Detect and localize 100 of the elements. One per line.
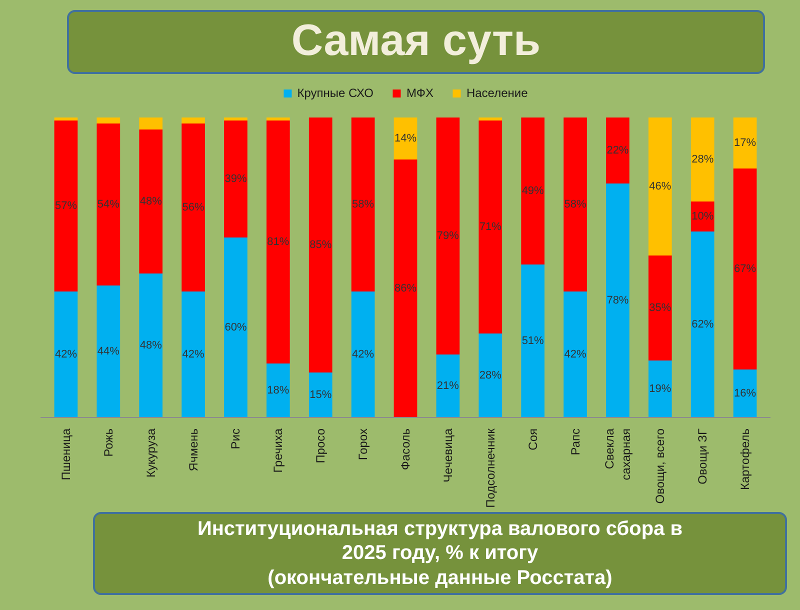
data-label: 16%: [734, 388, 756, 400]
x-tick-label: Овощи, всего: [653, 428, 668, 504]
data-label: 86%: [394, 282, 417, 294]
bar: [266, 120, 290, 364]
bar: [224, 120, 248, 238]
x-tick-label: Фасоль: [398, 428, 412, 470]
data-label: 28%: [692, 154, 714, 166]
bar: [521, 264, 544, 418]
bar: [690, 118, 714, 202]
data-label: 85%: [310, 239, 332, 251]
bar: [96, 286, 120, 418]
bar: [139, 130, 163, 274]
bar: [224, 118, 248, 120]
data-label: 28%: [479, 370, 502, 382]
bar: [139, 274, 163, 418]
data-label: 21%: [436, 380, 460, 392]
bar: [478, 118, 502, 120]
bar: [564, 118, 587, 292]
bar: [606, 184, 630, 418]
x-tick-label: Рис: [228, 428, 243, 450]
data-label: 60%: [224, 322, 247, 334]
data-label: 46%: [649, 180, 672, 192]
bar: [351, 292, 375, 418]
data-label: 58%: [352, 198, 374, 210]
data-label: 35%: [649, 302, 672, 314]
x-tick-label: Рожь: [101, 428, 116, 457]
data-label: 42%: [564, 348, 586, 360]
data-label: 81%: [267, 236, 290, 248]
bar: [733, 118, 757, 168]
data-label: 48%: [140, 340, 162, 352]
data-label: 51%: [522, 335, 544, 347]
data-label: 19%: [649, 383, 672, 395]
data-label: 22%: [606, 144, 629, 156]
data-label: 79%: [436, 230, 460, 242]
bar: [139, 118, 163, 130]
bar: [308, 372, 332, 418]
text: Институциональная структура валового сбора в 2025 году, % к итогу (окончательные данные Росстата): [93, 512, 787, 596]
x-tick-label: Кукуруза: [144, 428, 158, 478]
data-label: 15%: [310, 389, 332, 401]
bar: [478, 120, 502, 334]
bar: [648, 360, 672, 418]
data-label: 57%: [54, 200, 78, 212]
bar: [54, 120, 78, 292]
data-label: 42%: [54, 348, 78, 360]
bar: [308, 118, 332, 372]
data-label: 42%: [352, 348, 374, 360]
data-label: 49%: [522, 185, 544, 197]
chart-title: Самая суть: [67, 10, 765, 74]
data-label: 78%: [606, 294, 629, 306]
bar: [182, 118, 205, 124]
bar: [394, 160, 418, 418]
bar: [266, 364, 290, 418]
bar: [564, 292, 587, 418]
bar: [436, 354, 460, 418]
legend-label: Крупные СХО: [297, 86, 374, 100]
bar: [54, 118, 78, 120]
bar: [436, 118, 460, 354]
bar: [182, 292, 205, 418]
bar: [182, 124, 205, 292]
x-tick-label: Чечевица: [440, 428, 455, 482]
x-tick-label: Пшеница: [58, 428, 73, 480]
bar: [648, 118, 672, 256]
data-label: 56%: [182, 202, 205, 214]
bar: [648, 256, 672, 360]
x-tick-label: Горох: [356, 428, 370, 460]
bar: [96, 118, 120, 124]
data-label: 44%: [97, 346, 120, 358]
legend-label: МФХ: [406, 86, 434, 100]
data-label: 10%: [692, 210, 714, 222]
data-label: 42%: [182, 348, 205, 360]
data-label: 67%: [734, 263, 756, 275]
data-label: 62%: [692, 318, 714, 330]
bar: [606, 118, 630, 184]
legend-label: Население: [466, 86, 528, 100]
data-label: 54%: [97, 198, 120, 210]
bar: [733, 168, 757, 370]
data-label: 48%: [140, 196, 162, 208]
bar: [96, 124, 120, 286]
x-tick-label: Овощи ЗГ: [696, 428, 710, 484]
x-tick-label: Ячмень: [186, 428, 200, 472]
bar: [690, 232, 714, 418]
x-tick-label: Соя: [526, 428, 540, 450]
x-tick-label: Рапс: [568, 428, 582, 456]
bar: [733, 370, 757, 418]
bar: [394, 118, 418, 160]
data-label: 39%: [224, 173, 247, 185]
x-tick-label: Свекла сахарная: [602, 428, 634, 480]
data-label: 71%: [479, 221, 502, 233]
x-tick-label: Гречиха: [271, 428, 286, 473]
bar: [521, 118, 544, 264]
data-label: 14%: [394, 132, 417, 144]
x-tick-label: Картофель: [738, 428, 752, 490]
data-label: 58%: [564, 198, 586, 210]
bar: [266, 118, 290, 120]
x-tick-label: Просо: [314, 428, 328, 464]
bar: [224, 238, 248, 418]
bar: [54, 292, 78, 418]
bar: [351, 118, 375, 292]
bar: [478, 334, 502, 418]
data-label: 17%: [734, 137, 756, 149]
